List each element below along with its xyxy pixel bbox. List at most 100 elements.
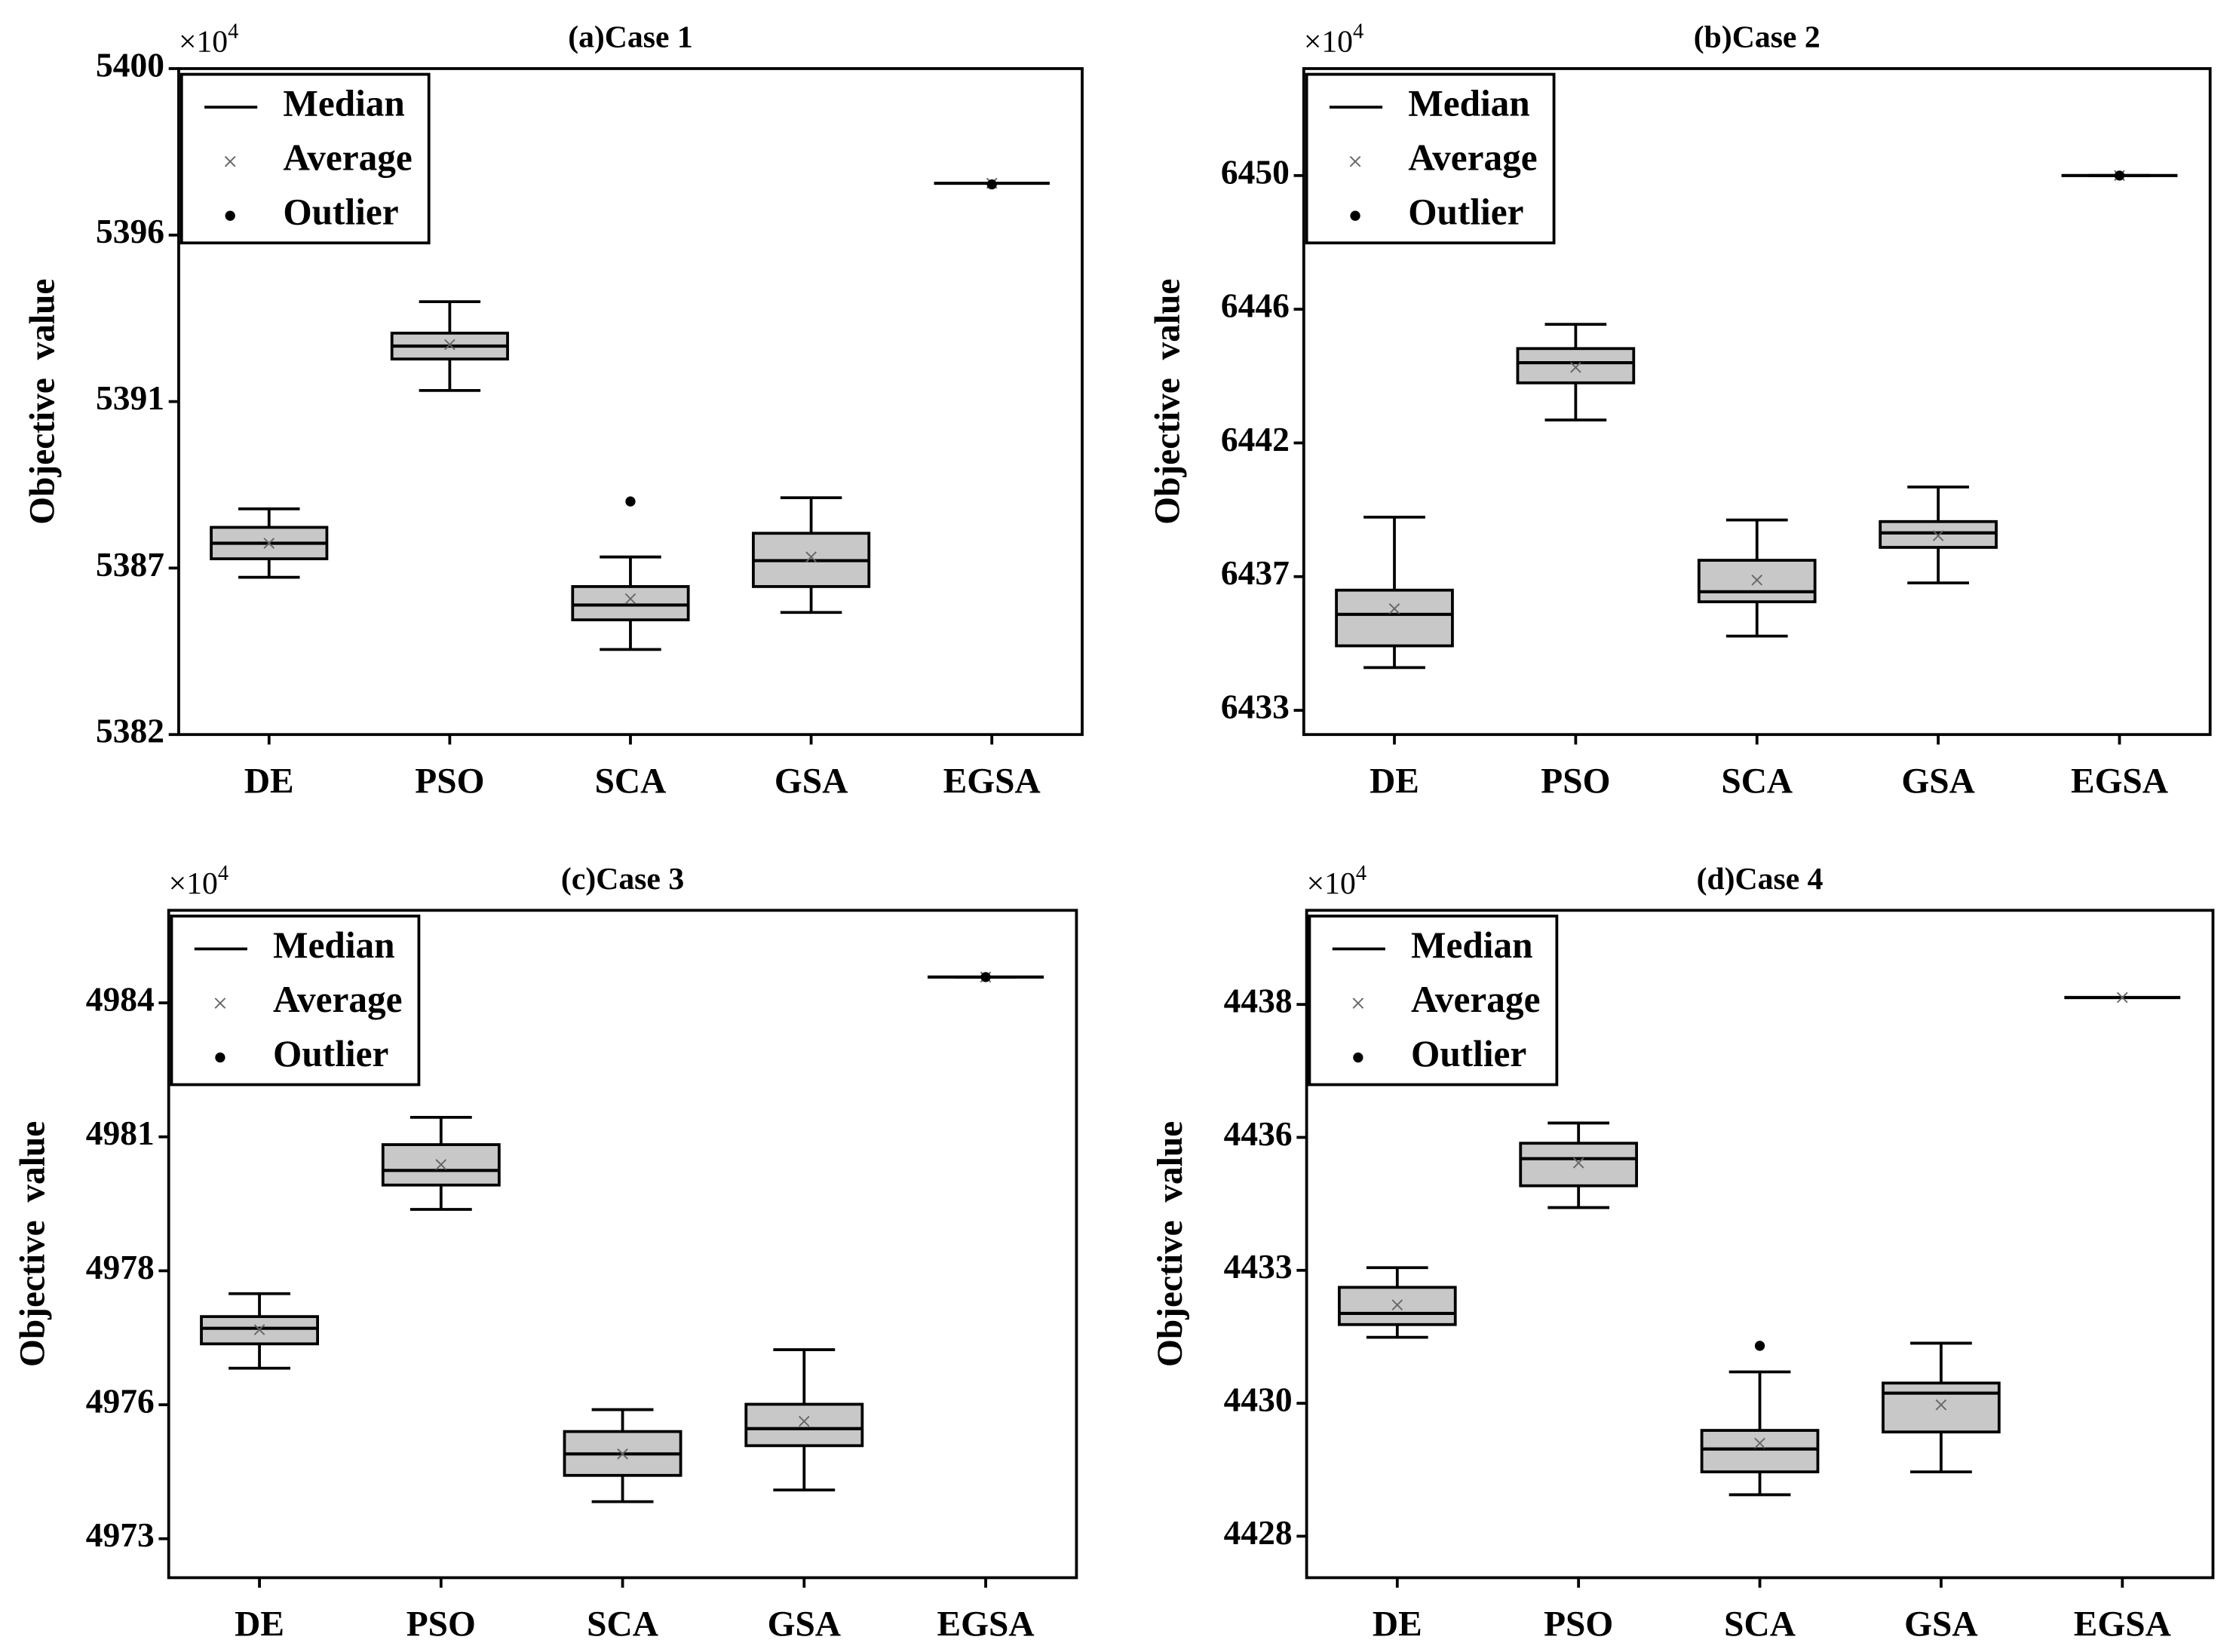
- y-multiplier-base: ×10: [1307, 866, 1356, 901]
- x-tick-label: EGSA: [2074, 1605, 2171, 1644]
- outlier: [980, 972, 991, 982]
- y-tick-label: 4438: [1224, 982, 1293, 1020]
- x-tick-label: EGSA: [2071, 762, 2168, 801]
- x-tick-label: EGSA: [943, 762, 1041, 801]
- box-group: [934, 177, 1050, 190]
- box-group: [928, 971, 1044, 983]
- legend-box: [1305, 72, 1556, 245]
- box-group: [1700, 1341, 1820, 1497]
- x-tick-label: EGSA: [937, 1605, 1035, 1644]
- legend-label: Average: [1408, 136, 1537, 178]
- legend-label: Median: [1411, 924, 1533, 966]
- x-tick-label: SCA: [587, 1605, 658, 1644]
- box: [1879, 520, 1998, 549]
- y-multiplier-base: ×10: [179, 24, 228, 59]
- x-tick-label: DE: [244, 762, 294, 801]
- box-group: [1516, 323, 1636, 421]
- y-tick-label: 5400: [96, 45, 164, 84]
- mean-marker: [1572, 1157, 1584, 1169]
- y-axis-label: Objective value: [23, 278, 63, 524]
- box-group: [200, 1292, 319, 1370]
- chart-title: (a)Case 1: [568, 20, 693, 55]
- y-tick-label: 6450: [1221, 152, 1290, 191]
- mean-marker: [2116, 992, 2128, 1004]
- legend-mean-sample: [1349, 155, 1361, 167]
- legend-label: Outlier: [283, 192, 398, 233]
- y-multiplier: ×104: [1307, 861, 1366, 900]
- x-tick-label: GSA: [1904, 1605, 1977, 1644]
- box-group: [1519, 1121, 1638, 1209]
- y-multiplier-exponent: 4: [218, 861, 229, 884]
- mean-marker: [1932, 530, 1944, 541]
- legend-mean-sample: [224, 155, 236, 167]
- mean-marker: [798, 1415, 810, 1427]
- legend-label: Median: [273, 924, 395, 966]
- y-axis-label: Objective value: [1148, 278, 1187, 524]
- y-multiplier-exponent: 4: [228, 20, 238, 43]
- box-group: [563, 1408, 682, 1503]
- y-tick-label: 4981: [86, 1114, 155, 1152]
- mean-marker: [1391, 1299, 1403, 1310]
- y-multiplier-base: ×10: [1304, 24, 1353, 59]
- chart-title: (c)Case 3: [561, 862, 684, 896]
- x-tick-label: SCA: [1721, 762, 1793, 801]
- legend-label: Outlier: [273, 1033, 388, 1074]
- box: [744, 1402, 864, 1448]
- panel: (a)Case 1 ×104 Objective value 5382 5387 5391…: [23, 20, 1084, 801]
- x-tick-label: GSA: [774, 762, 848, 801]
- y-tick-label: 4973: [86, 1516, 155, 1554]
- box-group: [1337, 1266, 1457, 1339]
- y-tick-label: 4978: [86, 1248, 155, 1286]
- legend-label: Median: [283, 82, 405, 124]
- box: [1516, 347, 1636, 385]
- legend-outlier-sample: [215, 1052, 225, 1063]
- mean-marker: [1570, 362, 1581, 373]
- legend-label: Average: [283, 136, 412, 178]
- mean-marker: [1388, 603, 1400, 615]
- legend-outlier-sample: [1350, 210, 1360, 221]
- legend-label: Outlier: [1411, 1033, 1526, 1074]
- legend-outlier-sample: [1353, 1052, 1363, 1063]
- x-tick-label: SCA: [1724, 1605, 1796, 1644]
- x-tick-label: PSO: [406, 1605, 476, 1644]
- y-tick-label: 6437: [1221, 553, 1290, 592]
- y-multiplier: ×104: [179, 20, 238, 59]
- box-group: [752, 496, 871, 615]
- legend-box: [170, 915, 421, 1087]
- y-tick-label: 4433: [1224, 1247, 1293, 1286]
- outlier: [986, 179, 997, 190]
- box-group: [1335, 516, 1454, 670]
- y-tick-label: 6433: [1221, 688, 1290, 726]
- x-tick-label: DE: [235, 1605, 284, 1644]
- box: [1519, 1142, 1638, 1188]
- x-tick-label: GSA: [768, 1605, 841, 1644]
- box-group: [1697, 518, 1817, 638]
- box-group: [1882, 1341, 2001, 1473]
- mean-marker: [253, 1324, 265, 1335]
- outlier: [1754, 1341, 1765, 1351]
- box: [1882, 1381, 2001, 1434]
- x-tick-label: PSO: [415, 762, 484, 801]
- mean-marker: [1935, 1399, 1947, 1411]
- box-group: [381, 1116, 501, 1211]
- y-tick-label: 6446: [1221, 287, 1290, 325]
- box-group: [1879, 485, 1998, 585]
- chart-title: (b)Case 2: [1694, 20, 1820, 55]
- y-tick-label: 5396: [96, 212, 164, 250]
- legend-label: Average: [273, 979, 402, 1020]
- y-tick-label: 4436: [1224, 1114, 1293, 1153]
- y-tick-label: 4984: [86, 980, 155, 1019]
- box-group: [571, 496, 690, 651]
- box-group: [2064, 992, 2181, 1004]
- y-tick-label: 5382: [96, 712, 164, 750]
- y-multiplier: ×104: [1304, 20, 1363, 59]
- y-axis-label: Objective value: [1151, 1121, 1190, 1367]
- x-tick-label: SCA: [595, 762, 667, 801]
- y-tick-label: 6442: [1221, 420, 1290, 458]
- chart-title: (d)Case 4: [1697, 862, 1824, 896]
- box: [1335, 588, 1454, 648]
- box-group: [744, 1348, 864, 1492]
- mean-marker: [263, 538, 275, 549]
- y-tick-label: 4430: [1224, 1381, 1293, 1419]
